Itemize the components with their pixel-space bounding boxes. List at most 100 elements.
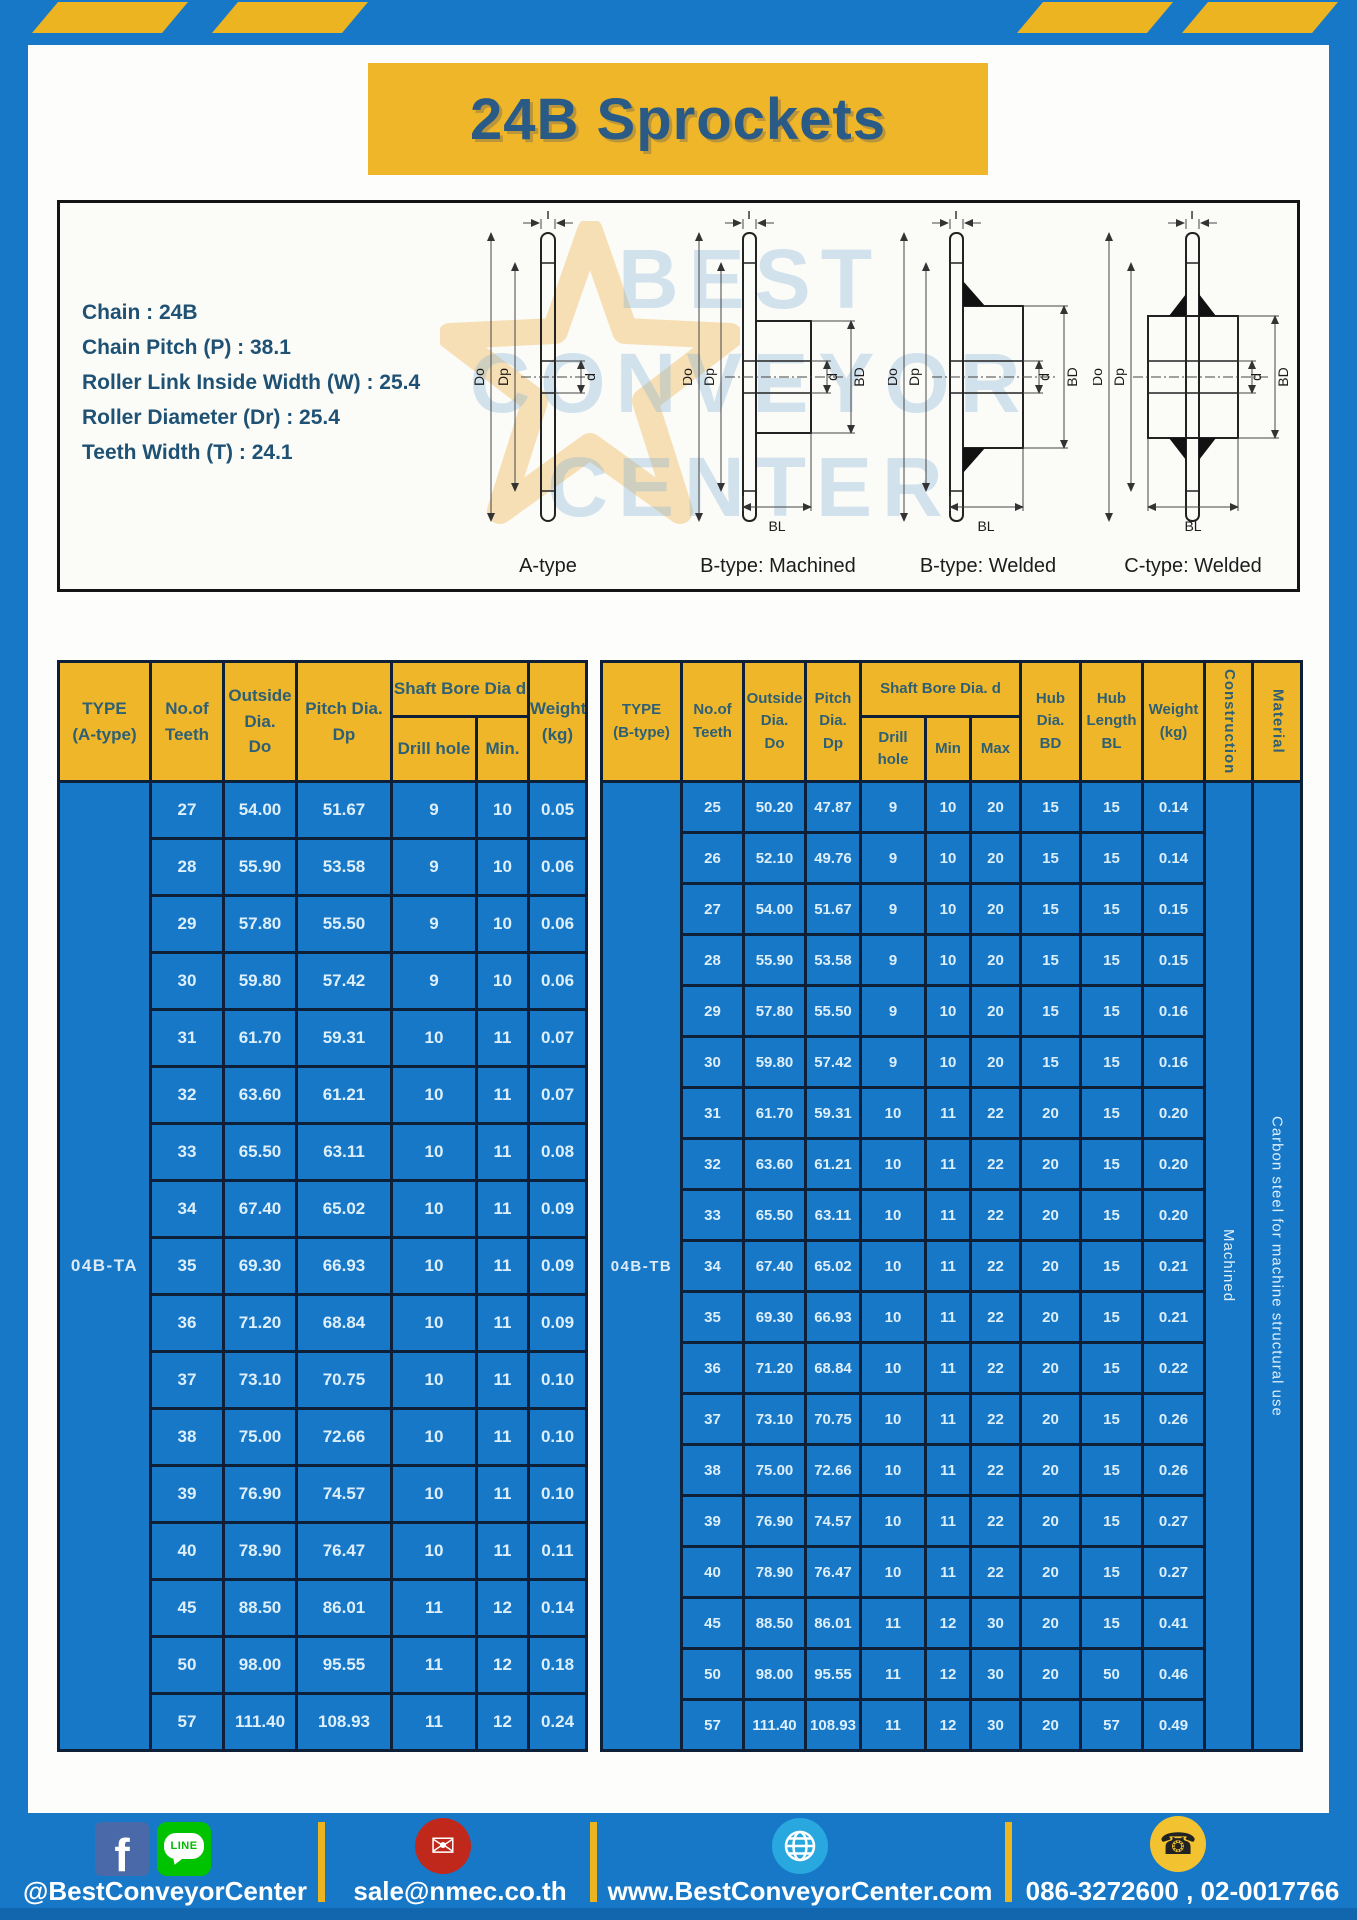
table-cell: 65.50 bbox=[742, 1188, 807, 1242]
table-cell: 32 bbox=[149, 1065, 225, 1125]
table-cell: 111.40 bbox=[742, 1698, 807, 1752]
table-row: 38 75.00 72.66 10 11 0.10 bbox=[59, 1407, 588, 1467]
table-cell: 0.20 bbox=[1141, 1188, 1207, 1242]
facebook-icon: f bbox=[95, 1822, 149, 1876]
col-header-do: Outside Dia. Do bbox=[742, 660, 807, 783]
type-label-cell: 04B-TA bbox=[57, 780, 152, 1752]
table-cell: 15 bbox=[1019, 882, 1083, 936]
table-cell: 37 bbox=[680, 1392, 745, 1446]
table-cell: 15 bbox=[1079, 882, 1145, 936]
table-cell: 34 bbox=[680, 1239, 745, 1293]
table-cell: 10 bbox=[390, 1179, 478, 1239]
table-cell: 11 bbox=[475, 1293, 530, 1353]
table-cell: 25 bbox=[680, 780, 745, 834]
table-cell: 61.70 bbox=[222, 1008, 298, 1068]
table-cell: 57 bbox=[680, 1698, 745, 1752]
dim-label-dp: Dp bbox=[495, 368, 511, 386]
table-cell: 10 bbox=[475, 837, 530, 897]
table-cell: 9 bbox=[390, 894, 478, 954]
table-cell: 15 bbox=[1079, 1545, 1145, 1599]
website-url: www.BestConveyorCenter.com bbox=[607, 1876, 993, 1906]
table-cell: 22 bbox=[968, 1443, 1023, 1497]
col-header-max: Max bbox=[968, 715, 1023, 783]
table-cell: 11 bbox=[475, 1236, 530, 1296]
table-row: 30 59.80 57.42 9 10 20 15 15 0.16 bbox=[602, 1035, 1302, 1089]
table-cell: 78.90 bbox=[222, 1521, 298, 1581]
table-cell: 0.20 bbox=[1141, 1137, 1207, 1191]
caption-b-type-welded: B-type: Welded bbox=[919, 555, 1057, 577]
table-cell: 88.50 bbox=[742, 1596, 807, 1650]
table-cell: 67.40 bbox=[742, 1239, 807, 1293]
table-cell: 95.55 bbox=[295, 1635, 393, 1695]
table-cell: 74.57 bbox=[295, 1464, 393, 1524]
dim-label-bl: BL bbox=[1184, 518, 1201, 534]
table-cell: 86.01 bbox=[804, 1596, 862, 1650]
table-cell: 10 bbox=[859, 1086, 927, 1140]
table-cell: 27 bbox=[680, 882, 745, 936]
table-cell: 66.93 bbox=[295, 1236, 393, 1296]
diagram-panel: BEST CONVEYOR CENTER Chain : 24B Chain P… bbox=[57, 200, 1300, 592]
col-header-min: Min bbox=[924, 715, 972, 783]
table-cell: 10 bbox=[390, 1122, 478, 1182]
globe-icon bbox=[772, 1818, 828, 1874]
table-cell: 0.46 bbox=[1141, 1647, 1207, 1701]
table-cell: 53.58 bbox=[804, 933, 862, 987]
table-cell: 0.41 bbox=[1141, 1596, 1207, 1650]
table-cell: 0.49 bbox=[1141, 1698, 1207, 1752]
table-cell: 0.27 bbox=[1141, 1494, 1207, 1548]
table-cell: 59.31 bbox=[804, 1086, 862, 1140]
table-cell: 9 bbox=[859, 984, 927, 1038]
table-cell: 11 bbox=[475, 1065, 530, 1125]
col-header-construction: Construction bbox=[1203, 660, 1255, 783]
dim-label-t: T bbox=[745, 211, 754, 222]
table-row: 33 65.50 63.11 10 11 0.08 bbox=[59, 1122, 588, 1182]
table-cell: 22 bbox=[968, 1290, 1023, 1344]
col-header-hub-dia: Hub Dia. BD bbox=[1019, 660, 1083, 783]
table-cell: 12 bbox=[924, 1698, 972, 1752]
col-header-type: TYPE (A-type) bbox=[57, 660, 152, 783]
footer-divider bbox=[590, 1822, 597, 1902]
page-title: 24B Sprockets bbox=[470, 86, 886, 152]
table-cell: 111.40 bbox=[222, 1692, 298, 1752]
table-cell: 65.50 bbox=[222, 1122, 298, 1182]
table-cell: 45 bbox=[680, 1596, 745, 1650]
table-cell: 0.16 bbox=[1141, 984, 1207, 1038]
table-cell: 20 bbox=[968, 882, 1023, 936]
table-cell: 0.20 bbox=[1141, 1086, 1207, 1140]
table-cell: 22 bbox=[968, 1341, 1023, 1395]
table-cell: 20 bbox=[1019, 1086, 1083, 1140]
table-cell: 57.42 bbox=[295, 951, 393, 1011]
table-cell: 0.08 bbox=[527, 1122, 588, 1182]
table-cell: 15 bbox=[1079, 1290, 1145, 1344]
table-cell: 15 bbox=[1079, 1443, 1145, 1497]
table-cell: 10 bbox=[859, 1239, 927, 1293]
table-cell: 11 bbox=[859, 1647, 927, 1701]
table-cell: 50 bbox=[149, 1635, 225, 1695]
table-cell: 10 bbox=[390, 1236, 478, 1296]
table-cell: 76.47 bbox=[804, 1545, 862, 1599]
table-cell: 20 bbox=[968, 780, 1023, 834]
table-cell: 10 bbox=[924, 1035, 972, 1089]
b-type-welded-drawing: T Do Dp d BD BL bbox=[884, 206, 1088, 556]
table-cell: 98.00 bbox=[222, 1635, 298, 1695]
table-cell: 30 bbox=[968, 1698, 1023, 1752]
col-header-do: Outside Dia. Do bbox=[222, 660, 298, 783]
dim-label-do: Do bbox=[1093, 368, 1105, 386]
table-cell: 29 bbox=[149, 894, 225, 954]
col-header-type: TYPE (B-type) bbox=[600, 660, 683, 783]
table-cell: 11 bbox=[859, 1596, 927, 1650]
table-cell: 10 bbox=[859, 1188, 927, 1242]
dim-label-bd: BD bbox=[851, 367, 867, 386]
table-row: 38 75.00 72.66 10 11 22 20 15 0.26 bbox=[602, 1443, 1302, 1497]
table-cell: 15 bbox=[1019, 933, 1083, 987]
table-cell: 15 bbox=[1079, 1494, 1145, 1548]
table-cell: 20 bbox=[1019, 1698, 1083, 1752]
dim-label-d: d bbox=[1036, 373, 1052, 381]
col-header-dp: Pitch Dia. Dp bbox=[804, 660, 862, 783]
table-cell: 30 bbox=[968, 1647, 1023, 1701]
table-cell: 53.58 bbox=[295, 837, 393, 897]
table-cell: 57 bbox=[149, 1692, 225, 1752]
table-cell: 30 bbox=[149, 951, 225, 1011]
table-cell: 20 bbox=[1019, 1443, 1083, 1497]
table-cell: 12 bbox=[475, 1578, 530, 1638]
